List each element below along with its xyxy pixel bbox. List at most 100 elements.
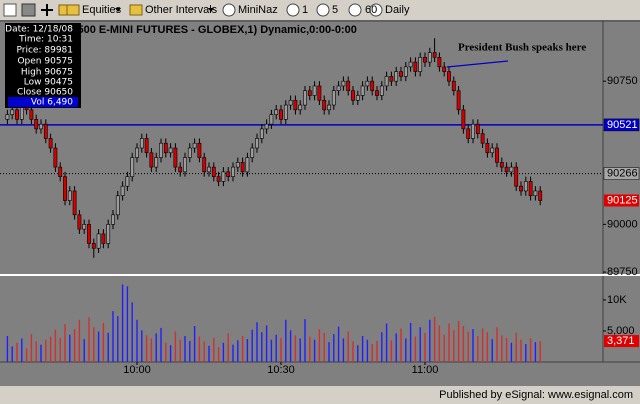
volume-bar [208, 345, 210, 362]
volume-bar [155, 333, 157, 362]
level-label: 90266 [607, 167, 638, 179]
volume-bar [371, 344, 373, 362]
volume-bar [30, 334, 33, 362]
candle-body [504, 166, 509, 173]
volume-bar [203, 341, 205, 362]
candle-body [53, 147, 58, 168]
candle-body [111, 214, 115, 225]
volume-bar [102, 322, 105, 362]
candle-body [509, 166, 514, 173]
candle-body [125, 176, 130, 187]
candle-body [178, 166, 183, 173]
candle-body [528, 181, 533, 197]
volume-bar [169, 345, 172, 362]
volume-bar [189, 340, 191, 362]
candle-body [274, 109, 279, 115]
icon[interactable] [21, 3, 36, 17]
volume-bar [88, 317, 90, 362]
candle-body [226, 171, 231, 177]
volume-bar [361, 335, 364, 362]
volume-bar [510, 342, 513, 362]
volume-bar [126, 286, 129, 362]
data-window-row: High 90675 [21, 68, 73, 78]
volume-bar [174, 331, 177, 362]
data-window-row: Price: 89981 [17, 46, 73, 56]
candle-body [538, 190, 543, 201]
volume-bar [222, 342, 225, 362]
candle-body [341, 80, 346, 87]
candle-body [351, 90, 355, 101]
volume-bar [424, 332, 426, 362]
candle-body [197, 142, 202, 158]
candle-body [471, 123, 475, 139]
candle-body [303, 90, 307, 106]
volume-bar [366, 339, 369, 362]
volume-bar [141, 330, 143, 362]
volume-bar [280, 337, 282, 362]
volume-bar [486, 332, 489, 362]
volume-bar [25, 348, 28, 362]
volume-bar [97, 331, 100, 362]
volume-bar [165, 342, 167, 362]
candle-body [163, 142, 168, 154]
toolbar-button[interactable]: 5 [332, 4, 338, 16]
level-label-box [603, 167, 640, 180]
dropdown-arrow[interactable] [208, 8, 214, 12]
candle-body [442, 66, 447, 72]
volume-bar [241, 335, 244, 362]
dropdown-arrow[interactable] [115, 8, 121, 12]
candle-body [173, 147, 178, 168]
volume-tick-label: 10K [607, 294, 627, 306]
candle-body [519, 185, 523, 192]
icon[interactable] [41, 4, 53, 16]
candle-body [207, 166, 211, 173]
candle-body [216, 176, 221, 182]
plot: 89750 90000 90750 5,000 10K 90521 90266 10:00 10… [0, 38, 640, 376]
icon[interactable] [286, 3, 300, 17]
volume-bar [477, 335, 479, 362]
candle-body [39, 123, 43, 130]
volume-bar [337, 326, 340, 362]
icon[interactable] [222, 3, 236, 17]
volume-tick-label: 5,000 [607, 325, 635, 337]
volume-bar [433, 316, 436, 362]
toolbar-button[interactable]: 1 [302, 4, 308, 16]
candle-body [413, 61, 418, 72]
volume-bar [179, 339, 181, 362]
icon[interactable] [129, 4, 143, 16]
volume-bar [438, 325, 441, 362]
candle-body [159, 142, 163, 158]
volume-bar [117, 316, 119, 362]
volume-bar [35, 341, 37, 362]
volume-bar [381, 332, 383, 362]
candle-body [293, 99, 298, 111]
candle-body [87, 224, 91, 244]
data-window-row: Low 90475 [24, 78, 73, 88]
candle-body [63, 176, 67, 201]
icon[interactable] [3, 3, 17, 17]
candle-body [183, 157, 187, 173]
icon[interactable] [316, 3, 330, 17]
volume-bar [285, 319, 287, 362]
candle-body [389, 76, 394, 82]
toolbar-button[interactable]: MiniNaz [238, 4, 278, 16]
volume-bar [145, 335, 148, 362]
volume-bar [443, 334, 445, 362]
candle-body [240, 162, 245, 173]
candle-body [533, 190, 538, 197]
volume-bar [390, 340, 393, 362]
toolbar-button[interactable]: 60 [365, 4, 377, 16]
toolbar-button[interactable]: Equities [82, 4, 122, 16]
chart-title: (ES #F - S&P 500 E-MINI FUTURES - GLOBEX… [8, 24, 357, 36]
icon[interactable] [369, 3, 383, 17]
candle-body [418, 57, 423, 72]
icon[interactable] [66, 4, 80, 16]
candle-body [466, 128, 471, 139]
volume-bar [6, 335, 9, 362]
volume-bar [11, 346, 13, 362]
toolbar-button[interactable]: Other Intervals [145, 4, 218, 16]
icon[interactable] [348, 3, 362, 17]
volume-bar [64, 324, 66, 362]
toolbar-button[interactable]: Daily [385, 4, 410, 16]
volume-bar [59, 337, 61, 362]
